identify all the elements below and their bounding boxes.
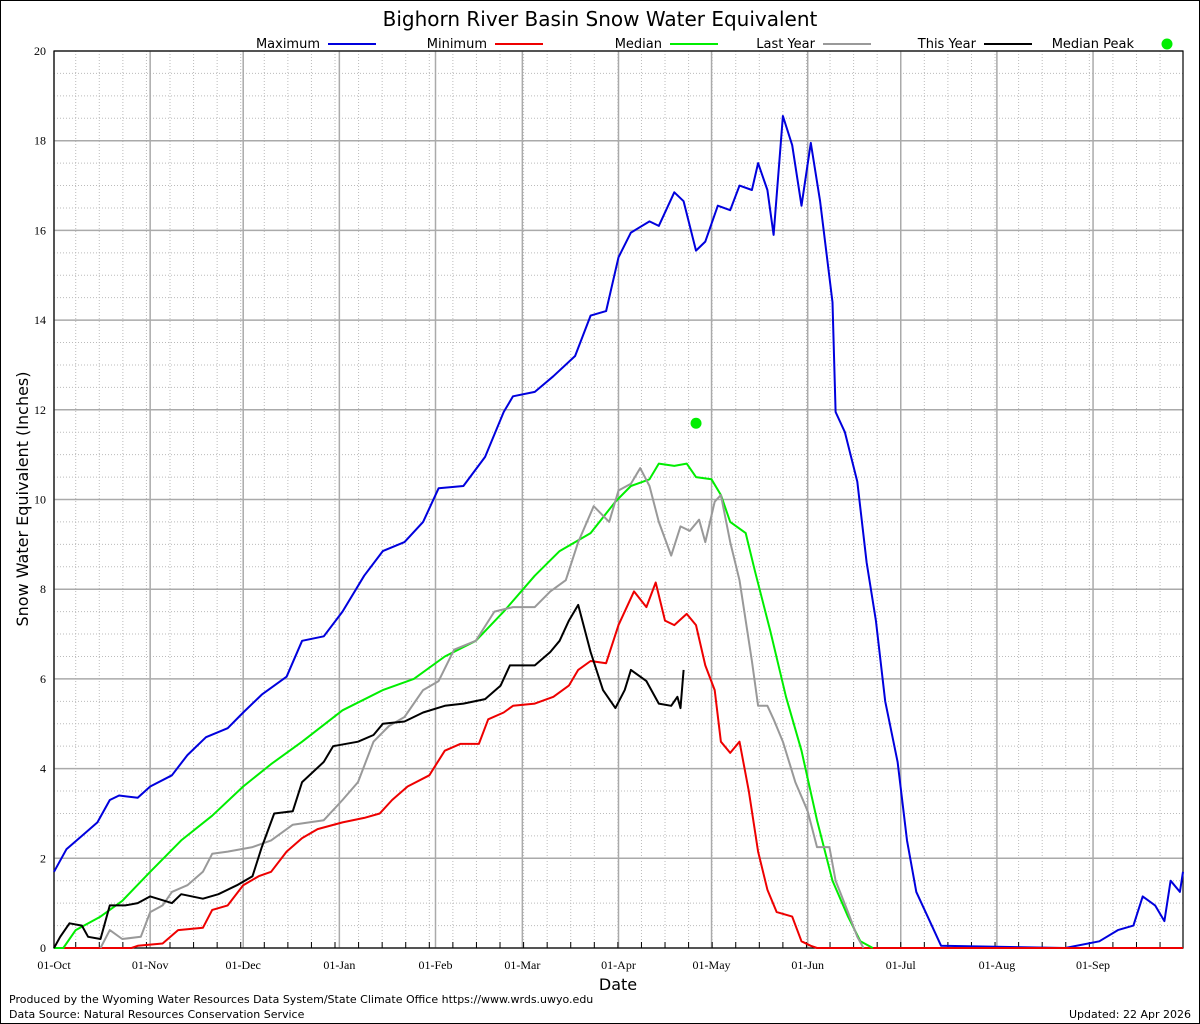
legend-label: Minimum	[427, 37, 487, 52]
x-tick-label: 01-Oct	[37, 958, 71, 972]
x-tick-label: 01-May	[693, 958, 731, 972]
series-line-minimum	[54, 581, 1183, 949]
y-tick-label: 8	[40, 582, 46, 596]
x-axis-label: Date	[599, 975, 637, 994]
y-axis-label: Snow Water Equivalent (Inches)	[13, 371, 32, 626]
x-tick-label: 01-Aug	[979, 958, 1016, 972]
legend-label: Last Year	[756, 37, 815, 52]
y-tick-label: 6	[40, 672, 46, 686]
legend-label: Median	[615, 37, 662, 52]
x-tick-label: 01-Sep	[1076, 958, 1110, 972]
produced-by-note: Produced by the Wyoming Water Resources …	[9, 993, 594, 1006]
legend-median-peak-dot	[1161, 38, 1173, 50]
x-tick-label: 01-Mar	[504, 958, 540, 972]
x-tick-label: 01-Feb	[419, 958, 453, 972]
legend-label: Median Peak	[1052, 37, 1135, 52]
x-tick-label: 01-Jan	[323, 958, 355, 972]
median-peak-marker	[690, 417, 702, 429]
y-tick-label: 20	[34, 44, 46, 58]
x-tick-label: 01-Nov	[132, 958, 169, 972]
y-tick-label: 14	[34, 313, 46, 327]
y-tick-label: 18	[34, 134, 46, 148]
series-line-maximum	[53, 115, 1184, 949]
x-tick-label: 01-Dec	[226, 958, 261, 972]
series-lines	[53, 115, 1184, 949]
series-line-this-year	[53, 603, 685, 949]
legend-label: This Year	[917, 37, 977, 52]
updated-note: Updated: 22 Apr 2026	[1068, 1008, 1191, 1021]
y-tick-label: 2	[40, 851, 46, 865]
legend: Maximum Minimum Median Last Year This Year Me…	[256, 37, 1173, 52]
data-source-note: Data Source: Natural Resources Conservat…	[9, 1008, 305, 1021]
plot-frame	[53, 50, 1184, 949]
series-line-median	[54, 462, 874, 949]
y-tick-label: 4	[40, 762, 46, 776]
chart-title: Bighorn River Basin Snow Water Equivalen…	[382, 7, 818, 31]
legend-label: Maximum	[256, 37, 320, 52]
y-tick-label: 12	[34, 403, 46, 417]
y-tick-label: 0	[40, 941, 46, 955]
series-line-last-year	[99, 467, 865, 949]
x-tick-label: 01-Jul	[886, 958, 917, 972]
y-tick-label: 10	[34, 493, 46, 507]
y-tick-label: 16	[34, 223, 46, 237]
x-tick-label: 01-Apr	[601, 958, 636, 972]
x-tick-label: 01-Jun	[791, 958, 824, 972]
axes: 0 2 4 6 8 10 12 14 16 18 20 01-Oct 01-Nov 01-Dec 01-Ja…	[34, 44, 1184, 972]
